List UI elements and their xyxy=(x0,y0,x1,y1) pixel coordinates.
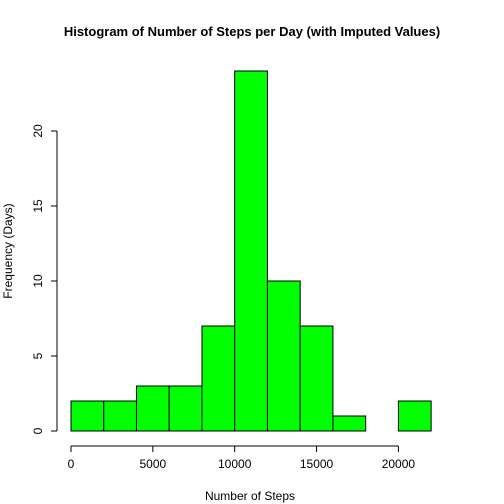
histogram-bar xyxy=(103,400,137,432)
y-tick-label: 15 xyxy=(31,199,45,213)
y-tick-label: 20 xyxy=(31,124,45,138)
x-axis: 0 5000 10000 15000 20000 xyxy=(68,445,416,471)
y-tick-label: 0 xyxy=(31,427,45,434)
y-tick-label: 5 xyxy=(31,352,45,359)
histogram-bar xyxy=(70,400,105,432)
histogram-bar xyxy=(135,385,170,432)
histogram-bar xyxy=(201,325,236,432)
x-axis-label: Number of Steps xyxy=(205,489,295,503)
histogram-bar xyxy=(234,70,268,432)
histogram-bar xyxy=(168,385,203,432)
y-tick-label: 10 xyxy=(31,274,45,288)
x-tick-label: 5000 xyxy=(139,457,166,471)
histogram-bar xyxy=(332,415,367,432)
histogram-bar xyxy=(299,325,334,432)
x-tick-label: 10000 xyxy=(218,457,252,471)
y-axis-label: Frequency (Days) xyxy=(1,203,15,298)
bars-group xyxy=(70,70,432,432)
y-axis: 0 5 10 15 20 xyxy=(31,124,58,434)
x-tick-label: 0 xyxy=(68,457,75,471)
x-tick-label: 20000 xyxy=(382,457,416,471)
chart-title: Histogram of Number of Steps per Day (wi… xyxy=(64,24,440,39)
histogram-bar xyxy=(266,280,301,432)
histogram-bar xyxy=(397,400,432,432)
x-tick-label: 15000 xyxy=(300,457,334,471)
